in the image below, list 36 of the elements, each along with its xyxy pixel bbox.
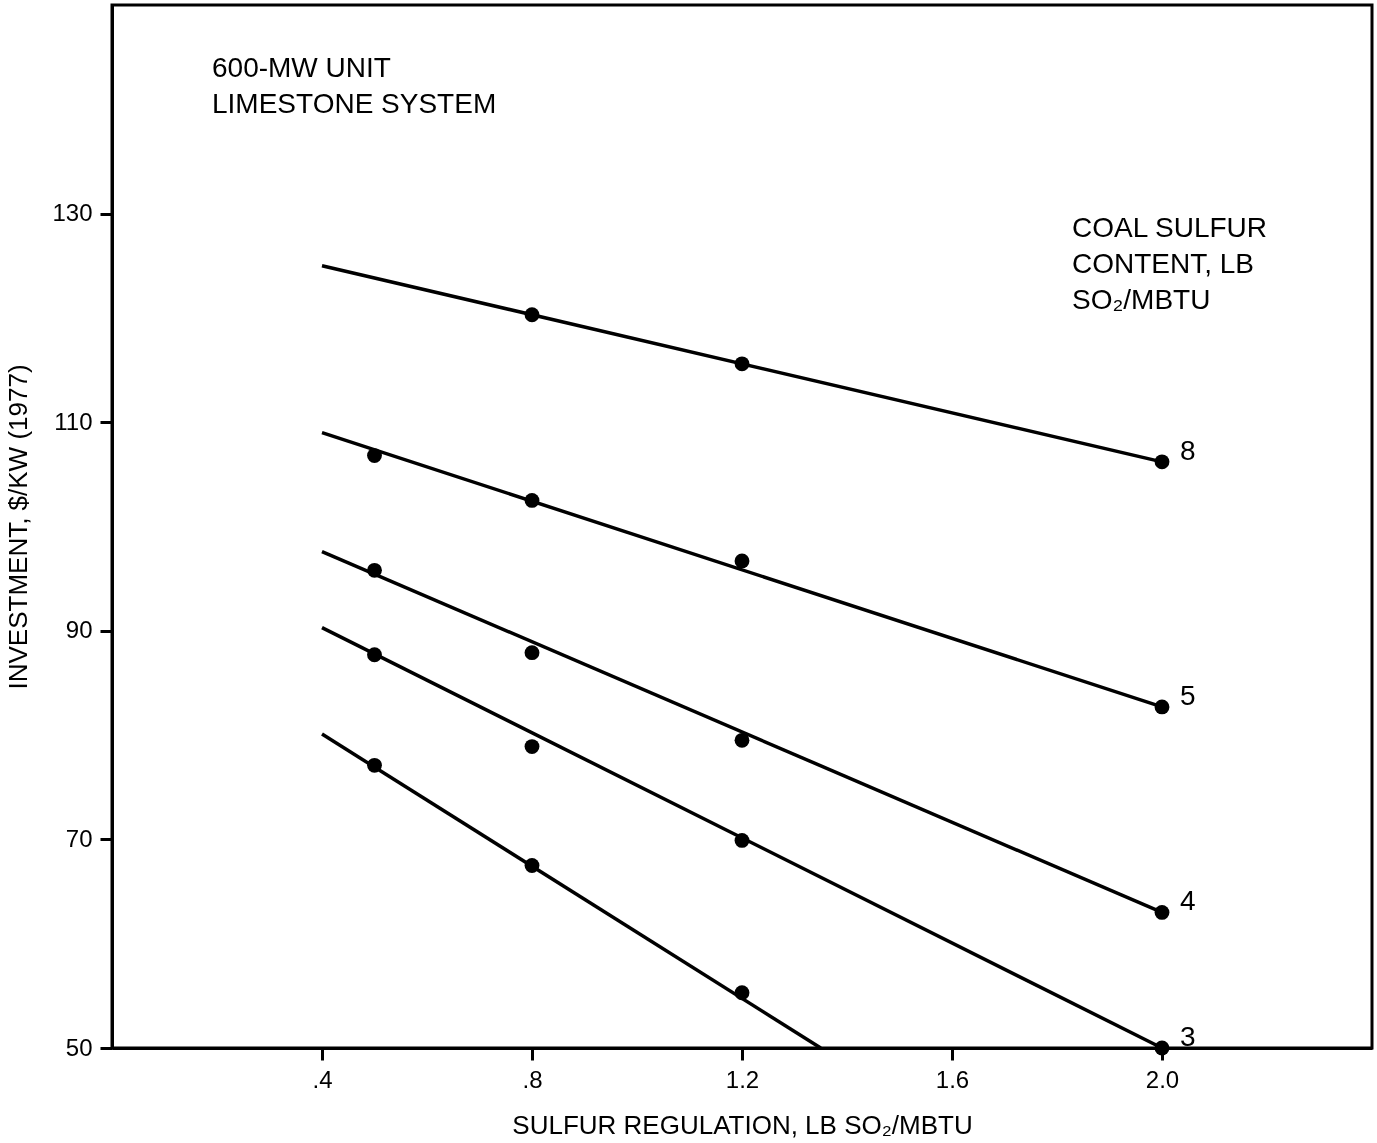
point — [524, 493, 540, 508]
point — [524, 858, 540, 873]
point — [524, 307, 540, 323]
y-tick-label: 50 — [65, 1033, 93, 1061]
x-tick-label: 2.0 — [1145, 1065, 1180, 1093]
x-axis-title: SULFUR REGULATION, LB SO₂/MBTU — [512, 1109, 973, 1140]
series-label: 3 — [1180, 1021, 1196, 1052]
point — [367, 757, 382, 773]
y-axis-title: INVESTMENT, $/KW (1977) — [3, 364, 34, 690]
point — [734, 985, 750, 1001]
point — [367, 562, 382, 578]
point — [1154, 1040, 1170, 1056]
y-tick-label: 130 — [52, 199, 93, 227]
x-tick-label: .4 — [312, 1065, 333, 1093]
y-tick-label: 110 — [54, 407, 93, 435]
y-tick-label: 90 — [65, 616, 93, 644]
point — [1154, 699, 1170, 715]
x-tick-label: 1.2 — [725, 1065, 760, 1093]
point — [1154, 905, 1170, 920]
x-tick-label: .8 — [522, 1065, 543, 1093]
point — [367, 647, 382, 663]
point — [734, 833, 750, 848]
point — [1154, 454, 1170, 470]
series-label: 4 — [1180, 885, 1196, 917]
annotation: 600-MW UNIT LIMESTONE SYSTEM — [212, 52, 497, 119]
point — [734, 732, 750, 748]
point — [734, 553, 750, 569]
point — [524, 739, 540, 754]
point — [367, 448, 382, 463]
point — [524, 645, 540, 661]
x-tick-label: 1.6 — [935, 1065, 970, 1093]
point — [734, 356, 750, 372]
series-label: 8 — [1180, 434, 1196, 466]
series-label: 5 — [1180, 679, 1196, 711]
y-tick-label: 70 — [65, 824, 93, 852]
annotation: COAL SULFUR CONTENT, LB SO₂/MBTU — [1072, 212, 1268, 315]
